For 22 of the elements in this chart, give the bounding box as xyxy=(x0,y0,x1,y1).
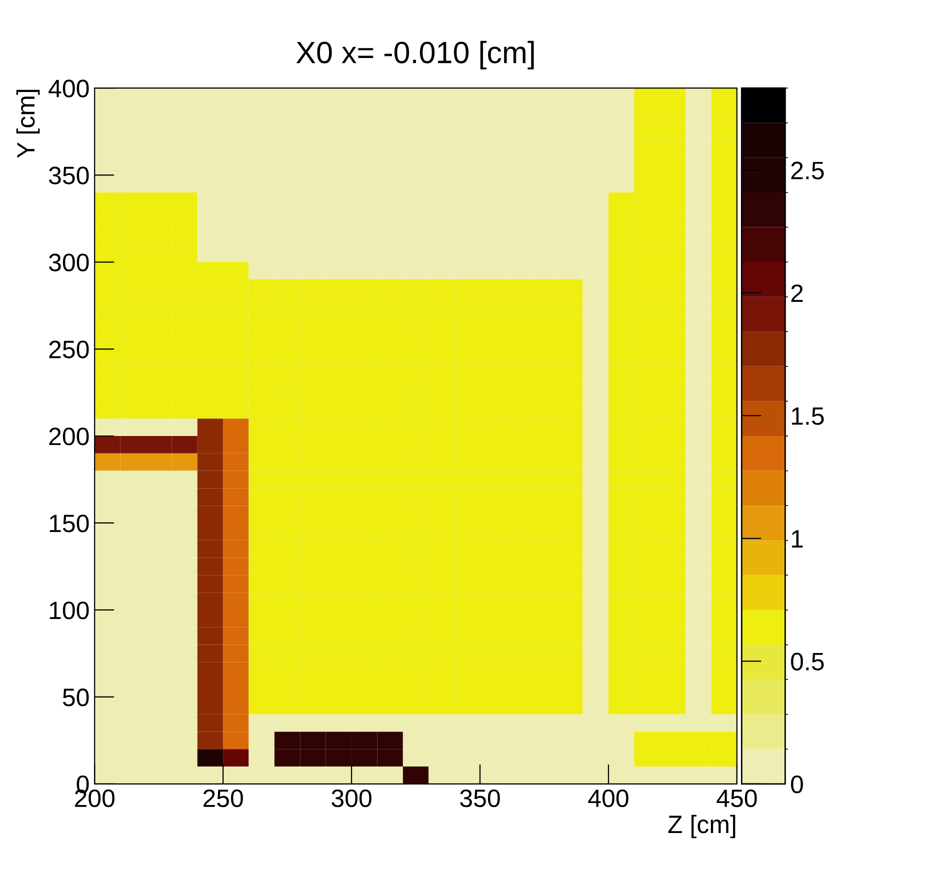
x-axis-title: Z [cm] xyxy=(668,814,736,838)
y-tick-label: 250 xyxy=(49,340,89,358)
y-tick-label: 300 xyxy=(48,254,89,272)
x-tick-label: 300 xyxy=(332,789,372,808)
chart-title: X0 x= -0.010 [cm] xyxy=(296,40,534,70)
y-tick-label: 200 xyxy=(49,428,89,446)
x-tick-label: 450 xyxy=(716,789,757,808)
y-tick-label: 50 xyxy=(62,688,89,706)
y-tick-label: 150 xyxy=(50,514,89,532)
color-bar-label: 0.5 xyxy=(791,652,824,670)
x-tick-label: 400 xyxy=(588,789,628,808)
color-bar-label: 1.5 xyxy=(792,407,824,425)
color-bar-label: 0 xyxy=(791,776,803,794)
x-tick-label: 350 xyxy=(460,789,500,808)
y-tick-label: 400 xyxy=(48,80,89,98)
y-tick-label: 350 xyxy=(48,166,89,184)
color-bar-label: 1 xyxy=(792,530,803,548)
color-bar-label: 2.5 xyxy=(791,162,824,180)
y-axis-title: Y [cm] xyxy=(16,90,40,158)
x-tick-label: 250 xyxy=(203,789,243,808)
y-tick-label: 100 xyxy=(50,602,89,620)
color-bar-label: 2 xyxy=(791,284,803,302)
